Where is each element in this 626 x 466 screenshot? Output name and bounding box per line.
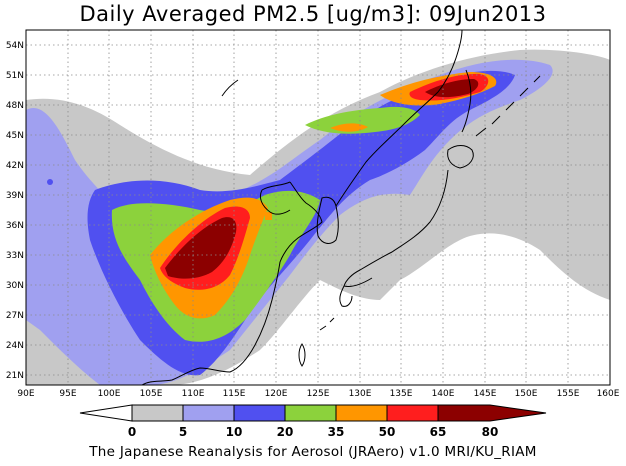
colorbar-label: 50 (379, 425, 396, 439)
colorbar-segment-0 (79, 404, 133, 422)
colorbar-label: 10 (226, 425, 243, 439)
footer-credit: The Japanese Reanalysis for Aerosol (JRA… (89, 444, 537, 460)
longitude-labels: 90E 95E 100E 105E 110E 115E 120E 125E 13… (17, 389, 619, 399)
lon-label: 160E (597, 389, 620, 399)
lon-label: 135E (390, 389, 413, 399)
lat-label: 36N (6, 221, 24, 231)
graticule (26, 30, 610, 385)
lat-label: 51N (6, 71, 24, 81)
lat-label: 21N (6, 371, 24, 381)
russia-coastline (335, 30, 463, 207)
colorbar-label: 65 (430, 425, 447, 439)
latitude-labels: 21N 24N 27N 30N 33N 36N 39N 42N 45N 48N … (6, 41, 24, 381)
taiwan-coastline (298, 343, 306, 367)
lat-label: 54N (6, 41, 24, 51)
baikal-coastline (221, 79, 239, 97)
bohai-coastline (259, 181, 291, 215)
china-coastline (141, 181, 323, 385)
lon-label: 145E (474, 389, 497, 399)
lon-label: 100E (98, 389, 121, 399)
lon-label: 155E (557, 389, 580, 399)
map-frame (25, 29, 611, 386)
lon-label: 120E (265, 389, 288, 399)
lat-label: 39N (6, 191, 24, 201)
colorbar-label: 80 (482, 425, 499, 439)
ryukyu-islands (319, 317, 335, 331)
colorbar-label: 35 (328, 425, 345, 439)
lat-label: 27N (6, 311, 24, 321)
colorbar-segment-5 (335, 404, 388, 422)
colorbar-segment-3 (233, 404, 286, 422)
lon-label: 95E (59, 389, 76, 399)
lon-label: 90E (17, 389, 34, 399)
hokkaido-coastline (447, 145, 474, 169)
colorbar-labels: 0 5 10 20 35 50 65 80 (128, 425, 499, 439)
lon-label: 115E (223, 389, 246, 399)
lat-label: 42N (6, 161, 24, 171)
colorbar-segment-1 (131, 404, 184, 422)
lat-label: 48N (6, 101, 24, 111)
colorbar-segment-6 (386, 404, 439, 422)
colorbar-segment-7 (437, 404, 547, 422)
colorbar (79, 404, 547, 422)
lon-label: 150E (515, 389, 538, 399)
lon-label: 140E (432, 389, 455, 399)
lat-label: 45N (6, 131, 24, 141)
colorbar-label: 20 (277, 425, 294, 439)
korea-coastline (316, 196, 339, 244)
lon-label: 110E (182, 389, 205, 399)
lat-label: 24N (6, 341, 24, 351)
sakhalin-coastline (461, 69, 472, 133)
colorbar-label: 5 (179, 425, 187, 439)
lon-label: 105E (140, 389, 163, 399)
lon-label: 130E (349, 389, 372, 399)
colorbar-segment-4 (284, 404, 337, 422)
honshu-coastline (343, 169, 449, 287)
lat-label: 30N (6, 281, 24, 291)
lon-label: 125E (307, 389, 330, 399)
colorbar-segment-2 (182, 404, 235, 422)
colorbar-label: 0 (128, 425, 136, 439)
coastlines (141, 30, 541, 385)
kuril-islands (475, 75, 541, 137)
kyushu-coastline (339, 285, 353, 307)
map-title: Daily Averaged PM2.5 [ug/m3]: 09Jun2013 (79, 2, 547, 26)
level-darkred-area (165, 79, 479, 279)
lat-label: 33N (6, 251, 24, 261)
